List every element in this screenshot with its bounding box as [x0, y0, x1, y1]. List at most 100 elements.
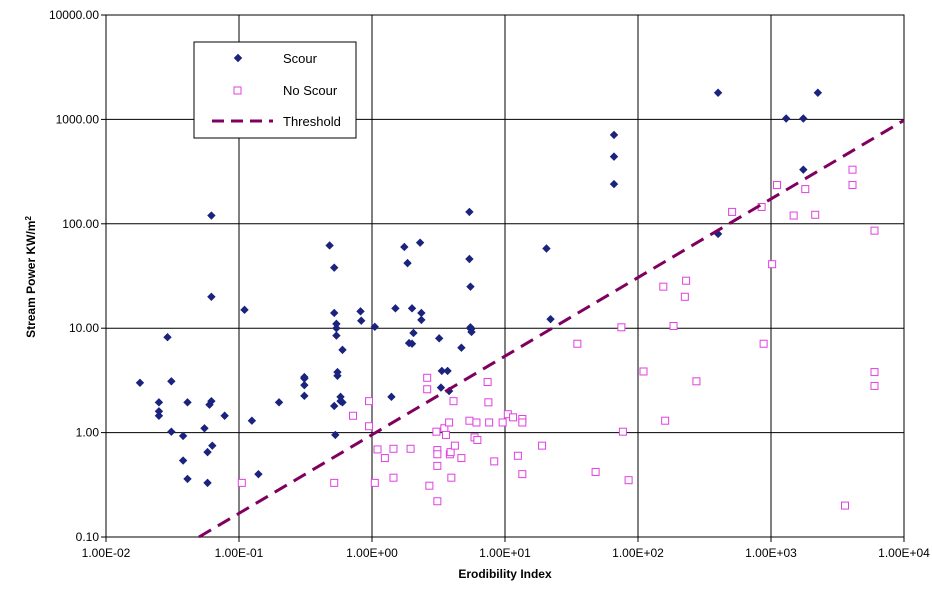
- scour-point: [178, 431, 188, 441]
- no-scour-point: [870, 226, 879, 235]
- scour-point: [254, 469, 263, 479]
- no-scour-point: [669, 321, 678, 330]
- no-scour-point: [433, 497, 442, 506]
- scour-point: [466, 282, 475, 291]
- scour-point: [167, 427, 176, 436]
- no-scour-point: [389, 473, 398, 482]
- no-scour-point: [848, 181, 857, 190]
- no-scour-point: [518, 470, 527, 479]
- scour-point: [417, 308, 426, 318]
- scour-point: [457, 343, 466, 352]
- scour-point: [713, 88, 723, 97]
- legend-label-threshold: Threshold: [283, 114, 341, 129]
- no-scour-point: [450, 441, 459, 450]
- y-tick-label: 1.00: [76, 426, 100, 440]
- no-scour-point: [801, 185, 810, 194]
- legend-marker-no-scour: [233, 86, 242, 95]
- scour-point: [135, 378, 145, 387]
- scour-point: [799, 165, 808, 174]
- scour-point: [200, 424, 209, 433]
- no-scour-point: [498, 418, 507, 427]
- no-scour-point: [423, 385, 432, 394]
- no-scour-point: [365, 397, 374, 406]
- no-scour-point: [425, 481, 434, 490]
- scour-point: [437, 366, 447, 376]
- no-scour-point: [472, 418, 481, 427]
- x-axis-title: Erodibility Index: [458, 567, 552, 581]
- no-scour-point: [659, 282, 668, 291]
- scour-point: [332, 331, 341, 340]
- scour-point: [338, 345, 347, 355]
- x-tick-label: 1.00E-01: [215, 546, 264, 560]
- scour-point: [300, 374, 309, 383]
- scour-point: [409, 328, 418, 338]
- no-scour-point: [661, 416, 670, 425]
- scour-point: [207, 211, 216, 220]
- series-threshold: [198, 119, 905, 539]
- scour-point: [220, 411, 229, 420]
- y-axis-ticks: 0.10 1.00 10.00 100.00 1000.00 10000.00: [49, 8, 106, 544]
- no-scour-point: [445, 418, 454, 427]
- legend-label-scour: Scour: [283, 51, 318, 66]
- series-no-scour: [237, 165, 879, 510]
- no-scour-point: [349, 411, 358, 420]
- scour-point: [434, 334, 444, 343]
- x-tick-label: 1.00E+00: [346, 546, 398, 560]
- no-scour-point: [591, 467, 600, 476]
- no-scour-point: [380, 454, 389, 463]
- no-scour-point: [373, 445, 382, 454]
- legend-marker-scour: [233, 53, 243, 63]
- scour-point: [163, 332, 172, 342]
- scour-point: [443, 366, 452, 376]
- no-scour-point: [759, 339, 768, 348]
- no-scour-point: [447, 473, 456, 482]
- x-tick-label: 1.00E+03: [745, 546, 797, 560]
- series-layer: [135, 88, 905, 539]
- scour-point: [391, 304, 400, 313]
- no-scour-point: [728, 207, 737, 216]
- scour-point: [387, 392, 396, 402]
- threshold-line: [198, 119, 905, 539]
- no-scour-point: [449, 397, 458, 406]
- no-scour-point: [473, 435, 482, 444]
- scour-point: [357, 316, 366, 325]
- scour-point: [356, 307, 365, 316]
- x-tick-label: 1.00E+01: [479, 546, 531, 560]
- no-scour-point: [680, 292, 689, 301]
- scour-point: [465, 207, 474, 217]
- x-tick-label: 1.00E+04: [878, 546, 930, 560]
- no-scour-point: [490, 457, 499, 466]
- no-scour-point: [870, 381, 879, 390]
- no-scour-point: [692, 377, 701, 386]
- scour-point: [333, 371, 342, 380]
- legend-label-no-scour: No Scour: [283, 83, 338, 98]
- scour-point: [781, 114, 791, 123]
- no-scour-point: [370, 478, 379, 487]
- no-scour-point: [538, 441, 547, 450]
- no-scour-point: [365, 422, 374, 431]
- scour-point: [370, 322, 380, 332]
- y-tick-label: 100.00: [62, 217, 99, 231]
- no-scour-point: [237, 478, 246, 487]
- scour-point: [332, 319, 341, 329]
- y-axis-title-text: Stream Power KW/m: [24, 221, 38, 338]
- no-scour-point: [639, 367, 648, 376]
- scour-point: [274, 398, 284, 407]
- scour-point: [203, 447, 212, 457]
- scour-point: [154, 411, 164, 420]
- no-scour-point: [773, 181, 782, 190]
- scour-point: [542, 244, 551, 253]
- scour-point: [325, 241, 334, 250]
- no-scour-point: [518, 418, 527, 427]
- scour-point: [330, 308, 339, 318]
- y-axis-title-superscript: 2: [24, 216, 33, 221]
- no-scour-point: [457, 454, 466, 463]
- x-axis-ticks: 1.00E-02 1.00E-01 1.00E+00 1.00E+01 1.00E+02…: [82, 537, 930, 560]
- scour-point: [799, 114, 808, 123]
- scour-point: [247, 416, 257, 425]
- y-axis-title: Stream Power KW/m2: [24, 216, 39, 338]
- scour-point: [467, 327, 476, 337]
- no-scour-point: [465, 416, 474, 425]
- scour-point: [407, 339, 417, 348]
